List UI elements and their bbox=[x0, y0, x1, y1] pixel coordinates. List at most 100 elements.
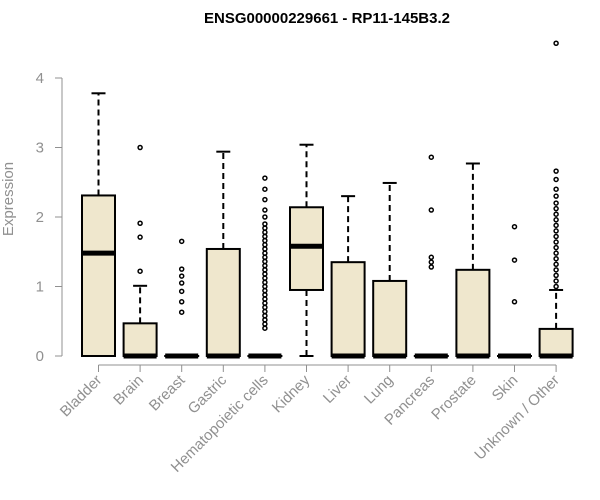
chart-title: ENSG00000229661 - RP11-145B3.2 bbox=[204, 10, 450, 27]
y-tick-label: 0 bbox=[36, 348, 44, 365]
outlier-point bbox=[262, 242, 268, 248]
box-group bbox=[81, 92, 116, 357]
outlier-point bbox=[428, 207, 435, 213]
outlier-point bbox=[262, 304, 268, 311]
box-body bbox=[330, 261, 366, 357]
box-group bbox=[164, 238, 200, 359]
x-tick-label: Bladder bbox=[57, 372, 106, 421]
outlier-point bbox=[262, 279, 268, 286]
plot-area bbox=[81, 40, 574, 359]
box-body bbox=[205, 247, 241, 357]
outlier-point bbox=[262, 237, 268, 244]
outlier-point bbox=[553, 168, 559, 174]
box-group bbox=[289, 143, 324, 357]
y-tick-label: 4 bbox=[36, 70, 44, 87]
y-axis-label: Expression bbox=[0, 162, 17, 236]
outlier-point bbox=[262, 207, 268, 213]
box-group bbox=[330, 195, 366, 359]
x-tick-label: Kidney bbox=[269, 371, 314, 416]
outlier-point bbox=[262, 186, 268, 192]
outlier-point bbox=[178, 238, 185, 245]
outlier-point bbox=[553, 267, 559, 273]
outlier-point bbox=[553, 40, 559, 46]
box-body bbox=[538, 327, 574, 357]
outlier-point bbox=[262, 196, 268, 203]
outlier-point bbox=[262, 312, 268, 319]
y-axis: 0 1 2 3 4 bbox=[36, 70, 63, 365]
outlier-point bbox=[137, 220, 143, 227]
outlier-point bbox=[511, 257, 518, 263]
outlier-point bbox=[553, 278, 559, 284]
box-group bbox=[205, 150, 241, 359]
outlier-point bbox=[262, 287, 268, 294]
outlier-point bbox=[553, 244, 559, 251]
box-group bbox=[538, 40, 574, 359]
outlier-point bbox=[262, 283, 268, 290]
y-tick-label: 2 bbox=[36, 209, 44, 226]
box-group bbox=[122, 144, 158, 359]
outlier-point bbox=[428, 154, 435, 160]
outlier-point bbox=[553, 200, 559, 206]
outlier-point bbox=[137, 268, 143, 274]
outlier-point bbox=[553, 239, 559, 245]
outlier-point bbox=[262, 321, 268, 327]
box-group bbox=[455, 162, 491, 359]
x-tick-label: Liver bbox=[320, 372, 355, 407]
outlier-point bbox=[262, 308, 268, 315]
outlier-point bbox=[262, 250, 268, 256]
outlier-point bbox=[511, 223, 518, 230]
outlier-point bbox=[553, 217, 559, 223]
box-group bbox=[497, 223, 532, 359]
outlier-point bbox=[178, 299, 185, 305]
outlier-point bbox=[262, 300, 268, 306]
outlier-point bbox=[262, 229, 268, 236]
outlier-point bbox=[553, 205, 559, 212]
box-body bbox=[122, 322, 158, 357]
outlier-point bbox=[178, 273, 185, 279]
box-body bbox=[372, 279, 408, 357]
outlier-point bbox=[262, 296, 268, 302]
outlier-point bbox=[262, 275, 268, 281]
outlier-point bbox=[553, 222, 559, 229]
x-tick-label: Brain bbox=[110, 372, 147, 409]
outlier-point bbox=[262, 246, 268, 252]
outlier-point bbox=[262, 325, 268, 331]
outlier-point bbox=[262, 214, 268, 220]
outlier-point bbox=[553, 193, 559, 199]
outlier-point bbox=[428, 259, 435, 265]
outlier-point bbox=[428, 264, 435, 270]
box-group bbox=[247, 175, 283, 359]
x-tick-label: Lung bbox=[361, 372, 397, 408]
box-body bbox=[81, 194, 116, 357]
outlier-point bbox=[553, 283, 559, 290]
outlier-point bbox=[137, 144, 143, 151]
outlier-point bbox=[553, 272, 559, 279]
outlier-point bbox=[262, 221, 268, 227]
outlier-point bbox=[553, 255, 559, 262]
outlier-point bbox=[178, 288, 185, 295]
outlier-point bbox=[262, 254, 268, 261]
box-group bbox=[413, 154, 449, 359]
outlier-point bbox=[178, 280, 185, 286]
outlier-point bbox=[137, 234, 143, 240]
outlier-point bbox=[262, 258, 268, 265]
outlier-point bbox=[553, 250, 559, 256]
outlier-point bbox=[262, 292, 268, 298]
outlier-point bbox=[428, 254, 435, 261]
outlier-point bbox=[262, 271, 268, 277]
x-tick-label: Prostate bbox=[428, 372, 480, 424]
outlier-point bbox=[262, 267, 268, 273]
outlier-point bbox=[262, 317, 268, 323]
x-tick-label: Breast bbox=[146, 371, 189, 414]
outlier-point bbox=[262, 225, 268, 231]
outlier-point bbox=[553, 261, 559, 268]
outlier-point bbox=[553, 228, 559, 234]
box-group bbox=[372, 181, 408, 359]
x-tick-label: Skin bbox=[489, 372, 522, 405]
y-tick-label: 1 bbox=[36, 279, 44, 296]
outlier-point bbox=[553, 186, 559, 192]
outlier-point bbox=[553, 176, 559, 183]
